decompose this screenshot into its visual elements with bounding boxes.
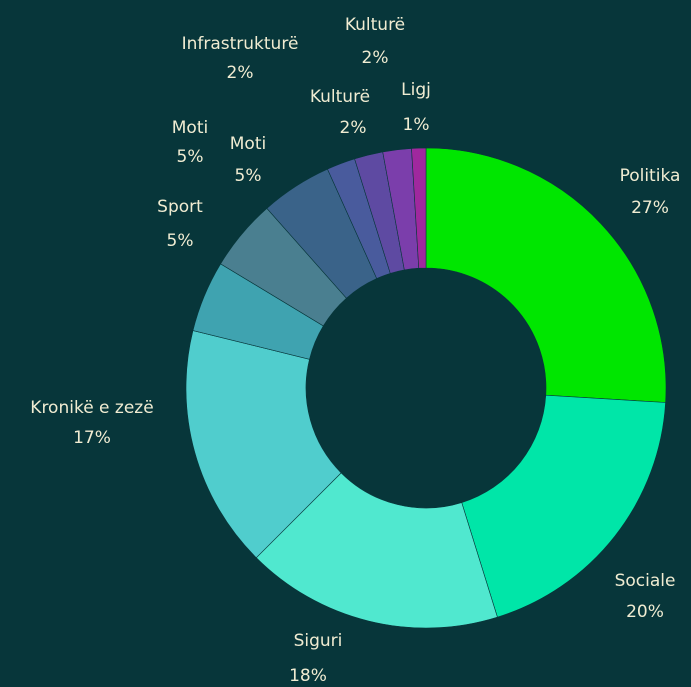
slice-value: 5% — [235, 166, 262, 186]
donut-slice — [461, 394, 666, 618]
slice-label: Politika — [620, 166, 681, 186]
donut-slice — [425, 147, 667, 403]
slice-value: 1% — [403, 115, 430, 135]
slice-label: Moti — [172, 118, 208, 138]
donut-slice — [255, 472, 498, 629]
slice-value: 2% — [362, 48, 389, 68]
slice-value: 5% — [177, 147, 204, 167]
slice-value: 17% — [73, 428, 111, 448]
donut-slice — [185, 330, 342, 559]
slice-label: Ligj — [401, 80, 431, 100]
slice-label: Siguri — [294, 631, 343, 651]
slice-value: 18% — [289, 666, 327, 686]
slice-label: Sport — [157, 197, 203, 217]
slice-label: Sociale — [615, 571, 676, 591]
slice-value: 5% — [167, 231, 194, 251]
slice-label: Kulturë — [345, 15, 405, 35]
donut-slice — [411, 147, 427, 269]
slice-label: Kronikë e zezë — [30, 398, 153, 418]
slice-value: 27% — [631, 198, 669, 218]
slice-value: 2% — [340, 118, 367, 138]
slice-label: Infrastrukturë — [182, 34, 299, 54]
slice-label: Moti — [230, 134, 266, 154]
slice-value: 2% — [227, 63, 254, 83]
slice-value: 20% — [626, 602, 664, 622]
slice-label: Kulturë — [310, 87, 370, 107]
